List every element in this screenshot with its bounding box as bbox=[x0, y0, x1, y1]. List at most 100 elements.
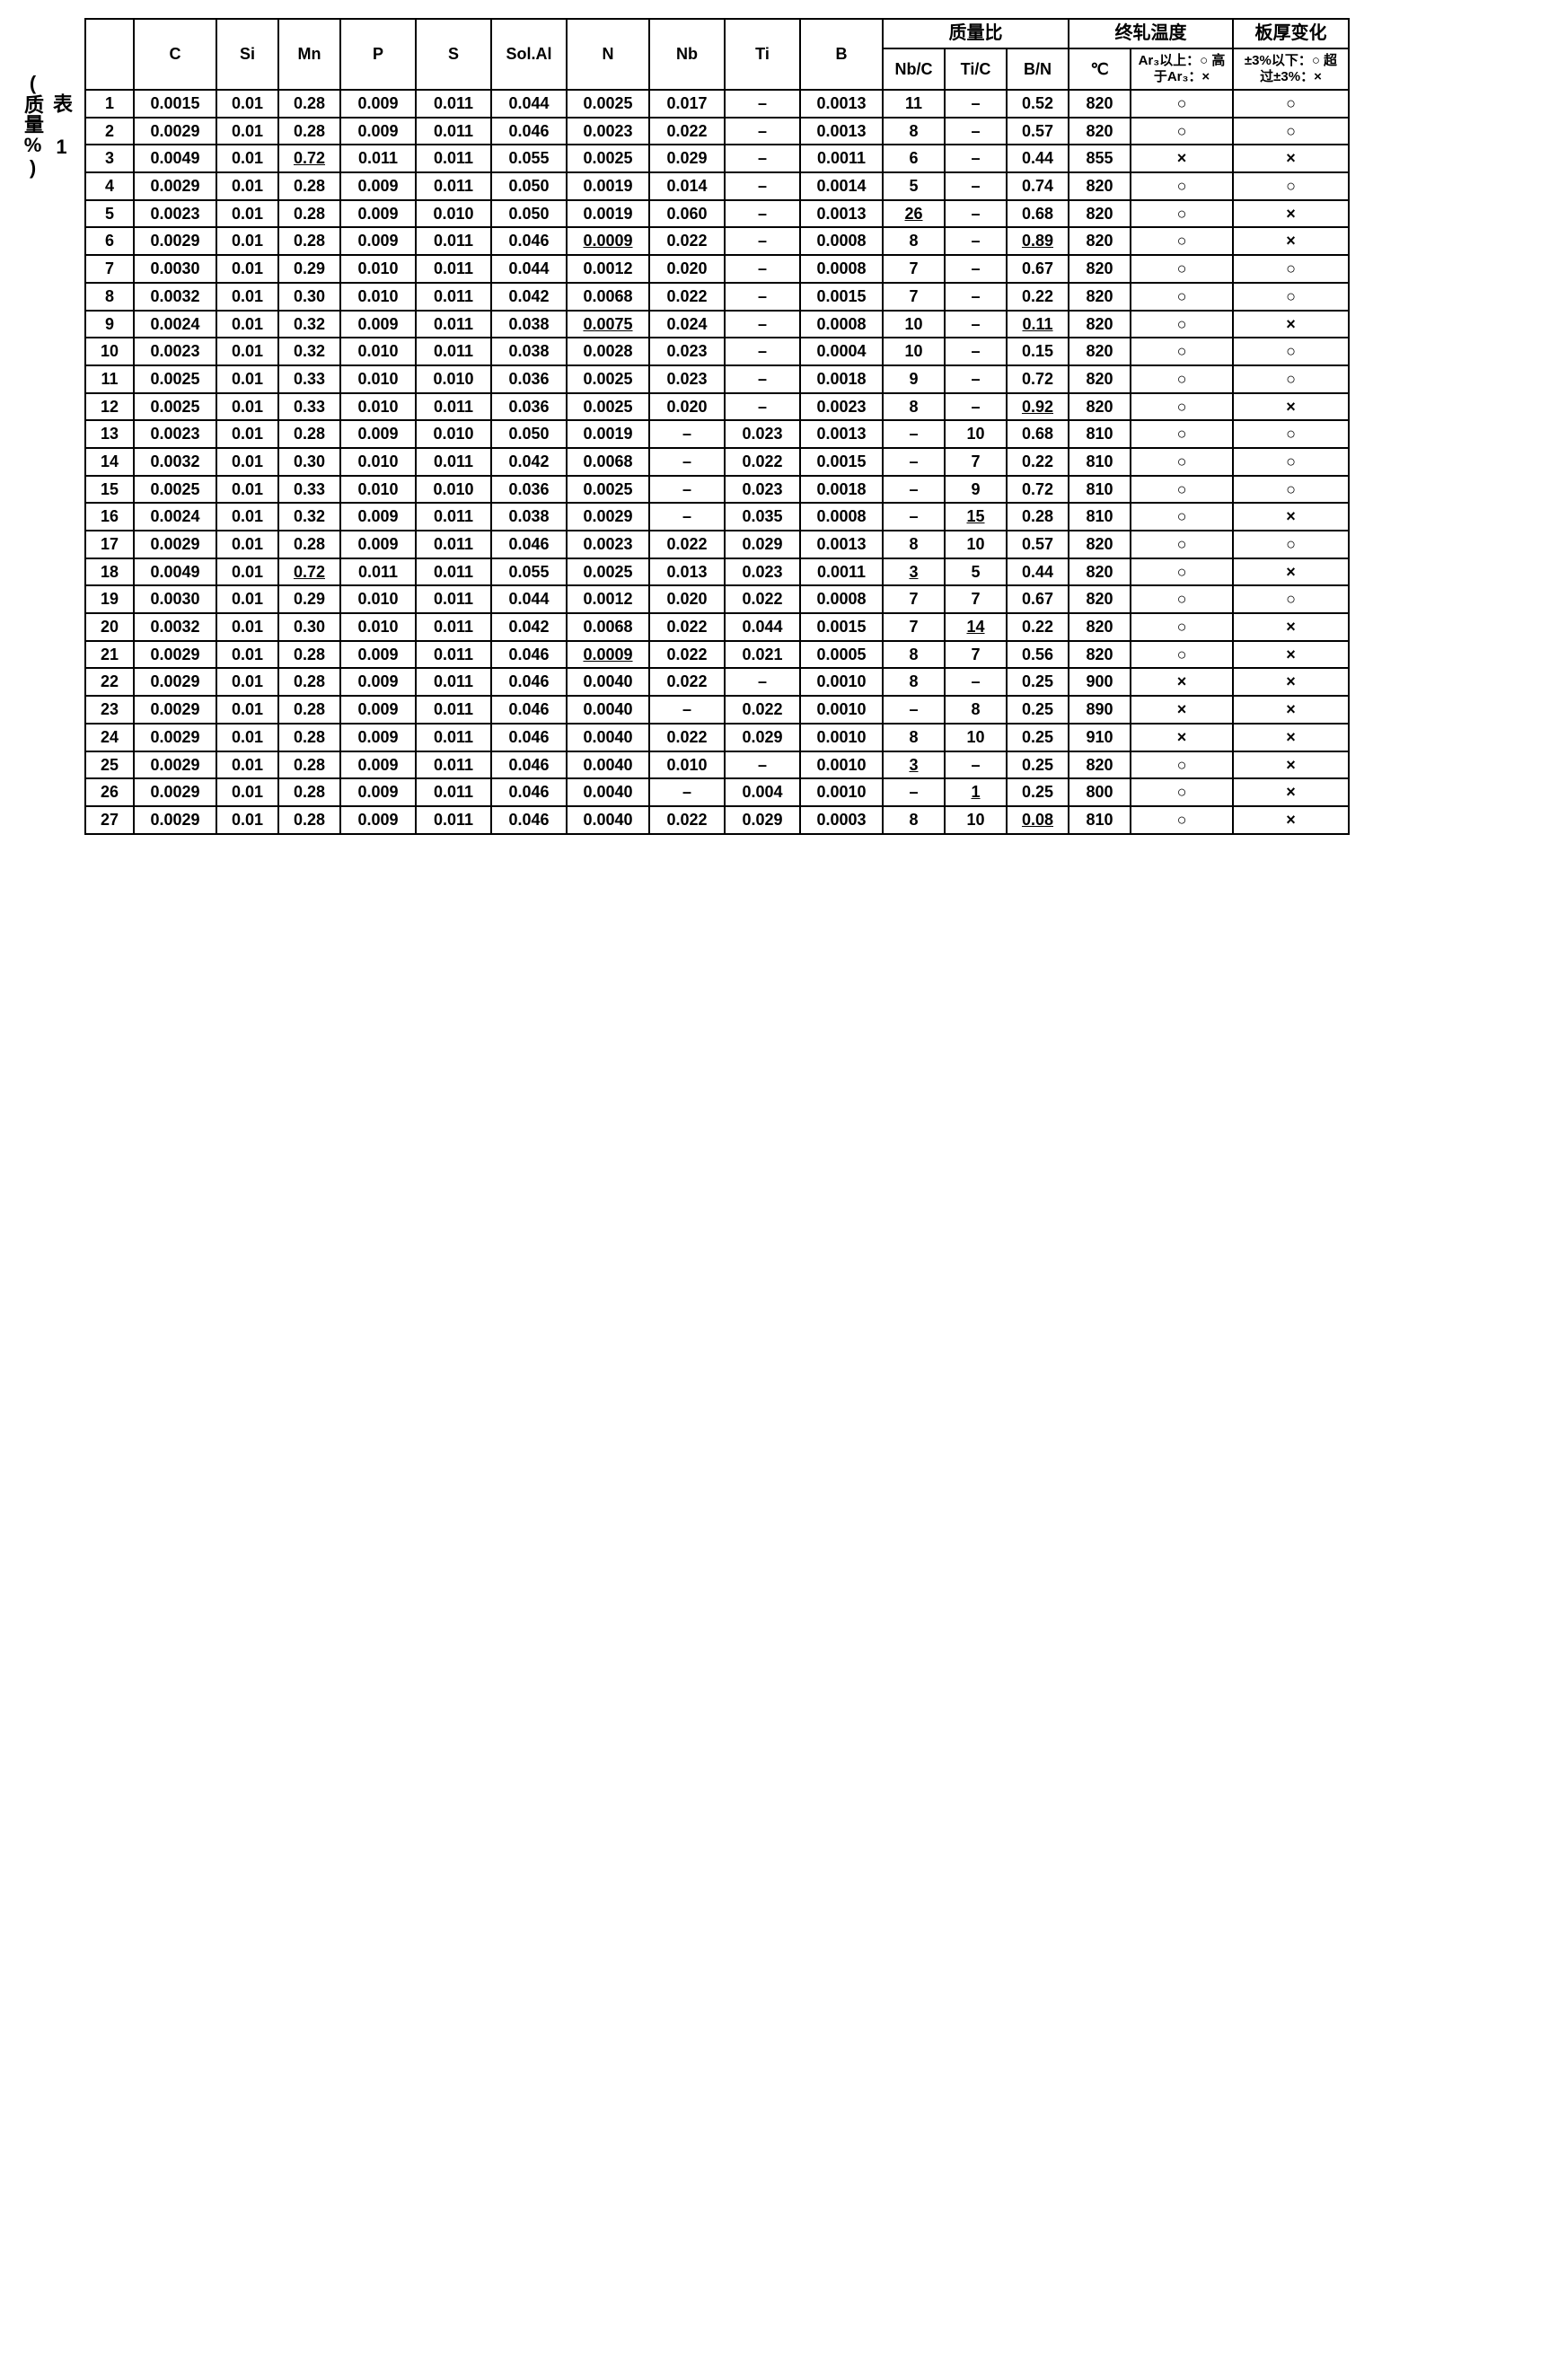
cell-mn: 0.30 bbox=[278, 613, 340, 641]
cell-n: 0.0068 bbox=[567, 448, 649, 476]
cell-mn: 0.28 bbox=[278, 531, 340, 558]
cell-nbc: – bbox=[883, 696, 945, 724]
cell-c: 0.0029 bbox=[134, 668, 216, 696]
cell-no: 26 bbox=[85, 778, 134, 806]
cell-no: 7 bbox=[85, 255, 134, 283]
cell-s: 0.011 bbox=[416, 172, 491, 200]
cell-mn: 0.28 bbox=[278, 806, 340, 834]
cell-b: 0.0010 bbox=[800, 778, 883, 806]
cell-nb: 0.022 bbox=[649, 641, 725, 669]
cell-mn: 0.33 bbox=[278, 393, 340, 421]
cell-temp-judge: ○ bbox=[1131, 641, 1233, 669]
cell-s: 0.011 bbox=[416, 283, 491, 311]
cell-temp-judge: ○ bbox=[1131, 255, 1233, 283]
hdr-solal: Sol.Al bbox=[491, 19, 567, 90]
cell-solal: 0.046 bbox=[491, 668, 567, 696]
cell-p: 0.010 bbox=[340, 476, 416, 504]
cell-nbc: 5 bbox=[883, 172, 945, 200]
cell-thick-judge: ○ bbox=[1233, 585, 1349, 613]
cell-p: 0.010 bbox=[340, 393, 416, 421]
cell-temp: 820 bbox=[1069, 90, 1131, 118]
cell-temp: 820 bbox=[1069, 531, 1131, 558]
cell-si: 0.01 bbox=[216, 503, 278, 531]
cell-bn: 0.25 bbox=[1007, 778, 1069, 806]
cell-c: 0.0024 bbox=[134, 503, 216, 531]
table-row: 20.00290.010.280.0090.0110.0460.00230.02… bbox=[85, 118, 1349, 145]
cell-nb: 0.013 bbox=[649, 558, 725, 586]
cell-p: 0.009 bbox=[340, 531, 416, 558]
cell-b: 0.0023 bbox=[800, 393, 883, 421]
cell-nb: – bbox=[649, 503, 725, 531]
cell-solal: 0.046 bbox=[491, 118, 567, 145]
cell-s: 0.011 bbox=[416, 778, 491, 806]
table-row: 230.00290.010.280.0090.0110.0460.0040–0.… bbox=[85, 696, 1349, 724]
cell-s: 0.010 bbox=[416, 420, 491, 448]
cell-s: 0.011 bbox=[416, 641, 491, 669]
cell-nbc: 7 bbox=[883, 283, 945, 311]
cell-tic: 14 bbox=[945, 613, 1007, 641]
hdr-bn: B/N bbox=[1007, 48, 1069, 90]
cell-s: 0.011 bbox=[416, 90, 491, 118]
cell-s: 0.011 bbox=[416, 145, 491, 172]
cell-temp: 800 bbox=[1069, 778, 1131, 806]
cell-mn: 0.29 bbox=[278, 585, 340, 613]
cell-ti: 0.022 bbox=[725, 585, 800, 613]
cell-temp-judge: ○ bbox=[1131, 613, 1233, 641]
cell-solal: 0.055 bbox=[491, 558, 567, 586]
table-row: 80.00320.010.300.0100.0110.0420.00680.02… bbox=[85, 283, 1349, 311]
cell-ti: – bbox=[725, 338, 800, 365]
cell-b: 0.0008 bbox=[800, 311, 883, 338]
hdr-rowno bbox=[85, 19, 134, 90]
cell-temp-judge: ○ bbox=[1131, 393, 1233, 421]
cell-s: 0.011 bbox=[416, 311, 491, 338]
cell-no: 2 bbox=[85, 118, 134, 145]
table-row: 130.00230.010.280.0090.0100.0500.0019–0.… bbox=[85, 420, 1349, 448]
table-row: 160.00240.010.320.0090.0110.0380.0029–0.… bbox=[85, 503, 1349, 531]
cell-c: 0.0032 bbox=[134, 283, 216, 311]
cell-n: 0.0025 bbox=[567, 365, 649, 393]
cell-bn: 0.22 bbox=[1007, 448, 1069, 476]
cell-thick-judge: × bbox=[1233, 558, 1349, 586]
cell-b: 0.0008 bbox=[800, 255, 883, 283]
cell-temp: 820 bbox=[1069, 227, 1131, 255]
cell-nb: 0.022 bbox=[649, 613, 725, 641]
cell-n: 0.0075 bbox=[567, 311, 649, 338]
cell-n: 0.0040 bbox=[567, 806, 649, 834]
cell-si: 0.01 bbox=[216, 365, 278, 393]
cell-nbc: 8 bbox=[883, 806, 945, 834]
cell-p: 0.009 bbox=[340, 641, 416, 669]
cell-s: 0.011 bbox=[416, 585, 491, 613]
cell-solal: 0.036 bbox=[491, 476, 567, 504]
table-row: 140.00320.010.300.0100.0110.0420.0068–0.… bbox=[85, 448, 1349, 476]
cell-ti: – bbox=[725, 145, 800, 172]
cell-ti: – bbox=[725, 90, 800, 118]
hdr-nbc: Nb/C bbox=[883, 48, 945, 90]
cell-nb: – bbox=[649, 420, 725, 448]
cell-mn: 0.28 bbox=[278, 90, 340, 118]
cell-thick-judge: × bbox=[1233, 668, 1349, 696]
cell-nbc: 8 bbox=[883, 393, 945, 421]
cell-p: 0.009 bbox=[340, 751, 416, 779]
cell-n: 0.0040 bbox=[567, 751, 649, 779]
cell-si: 0.01 bbox=[216, 448, 278, 476]
cell-b: 0.0005 bbox=[800, 641, 883, 669]
cell-solal: 0.042 bbox=[491, 613, 567, 641]
cell-s: 0.011 bbox=[416, 531, 491, 558]
cell-n: 0.0029 bbox=[567, 503, 649, 531]
cell-tic: – bbox=[945, 145, 1007, 172]
cell-b: 0.0013 bbox=[800, 118, 883, 145]
cell-c: 0.0030 bbox=[134, 585, 216, 613]
cell-temp: 820 bbox=[1069, 641, 1131, 669]
cell-mn: 0.32 bbox=[278, 338, 340, 365]
table-row: 40.00290.010.280.0090.0110.0500.00190.01… bbox=[85, 172, 1349, 200]
hdr-mn: Mn bbox=[278, 19, 340, 90]
cell-c: 0.0025 bbox=[134, 365, 216, 393]
cell-temp: 820 bbox=[1069, 585, 1131, 613]
cell-temp: 910 bbox=[1069, 724, 1131, 751]
cell-nb: 0.022 bbox=[649, 724, 725, 751]
cell-temp: 820 bbox=[1069, 338, 1131, 365]
cell-nb: – bbox=[649, 448, 725, 476]
cell-bn: 0.67 bbox=[1007, 255, 1069, 283]
cell-temp: 820 bbox=[1069, 393, 1131, 421]
cell-solal: 0.036 bbox=[491, 393, 567, 421]
